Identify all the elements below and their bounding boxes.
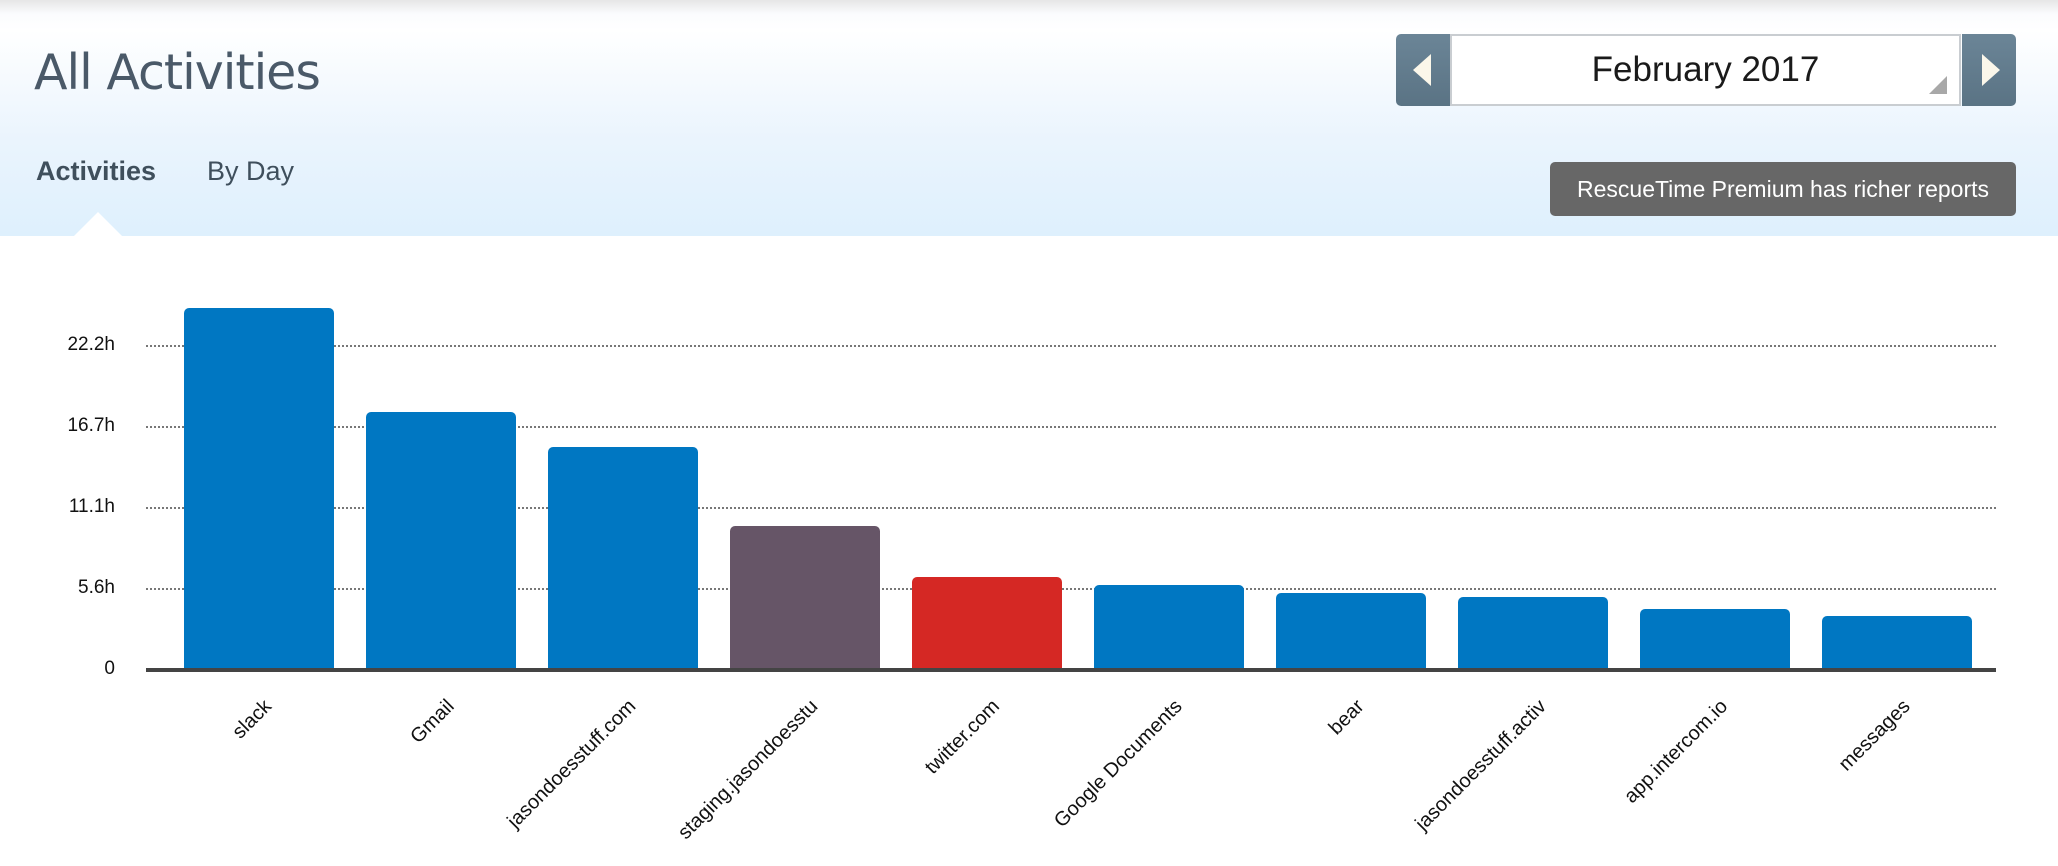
triangle-right-icon (1982, 54, 2000, 86)
bar-app-intercom-io[interactable] (1640, 609, 1790, 670)
bar-google-documents[interactable] (1094, 585, 1244, 670)
previous-month-button[interactable] (1396, 34, 1450, 106)
x-axis-label: Gmail (406, 695, 459, 748)
month-picker: February 2017 (1396, 34, 2016, 106)
resize-corner-icon (1929, 76, 1947, 94)
report-header: All Activities Activities By Day Februar… (0, 0, 2058, 236)
x-axis-label: twitter.com (920, 695, 1005, 779)
active-tab-indicator (74, 212, 122, 236)
x-axis-label: staging.jasondoesstu (673, 695, 823, 844)
bar-gmail[interactable] (366, 412, 516, 670)
month-select[interactable]: February 2017 (1450, 34, 1961, 106)
bar-bear[interactable] (1276, 593, 1426, 670)
gridline (146, 588, 1996, 590)
x-axis-label: app.intercom.io (1619, 695, 1733, 808)
x-axis-label: slack (228, 695, 277, 744)
bar-messages[interactable] (1822, 616, 1972, 670)
x-axis-label: jasondoesstuff.activ (1411, 695, 1551, 835)
gridline (146, 426, 1996, 428)
tab-by-day[interactable]: By Day (207, 156, 295, 186)
x-axis-line (146, 668, 1996, 672)
page-title: All Activities (34, 44, 321, 101)
bar-twitter-com[interactable] (912, 577, 1062, 670)
y-axis-tick-label: 22.2h (67, 334, 115, 355)
next-month-button[interactable] (1962, 34, 2016, 106)
y-axis-tick-label: 5.6h (78, 577, 115, 598)
bar-jasondoesstuff-activ[interactable] (1458, 597, 1608, 670)
x-axis-label: Google Documents (1050, 695, 1187, 832)
premium-upsell-button[interactable]: RescueTime Premium has richer reports (1550, 162, 2016, 216)
activities-bar-chart: 0 5.6h 11.1h 16.7h 22.2h slack Gmail jasondoess… (0, 236, 2058, 866)
gridline (146, 507, 1996, 509)
x-axis-label: messages (1834, 695, 1915, 776)
y-axis-tick-label: 11.1h (68, 496, 115, 517)
y-axis-tick-label: 0 (104, 658, 115, 679)
x-axis-label: jasondoesstuff.com (503, 695, 641, 833)
bar-jasondoesstuff-com[interactable] (548, 447, 698, 670)
triangle-left-icon (1413, 54, 1431, 86)
gridline (146, 345, 1996, 347)
tab-activities[interactable]: Activities (36, 156, 157, 186)
y-axis-tick-label: 16.7h (67, 415, 115, 436)
selected-month: February 2017 (1591, 50, 1820, 89)
x-axis-label: bear (1324, 695, 1369, 740)
bar-staging-jasondoesstu[interactable] (730, 526, 880, 670)
bar-slack[interactable] (184, 308, 334, 670)
